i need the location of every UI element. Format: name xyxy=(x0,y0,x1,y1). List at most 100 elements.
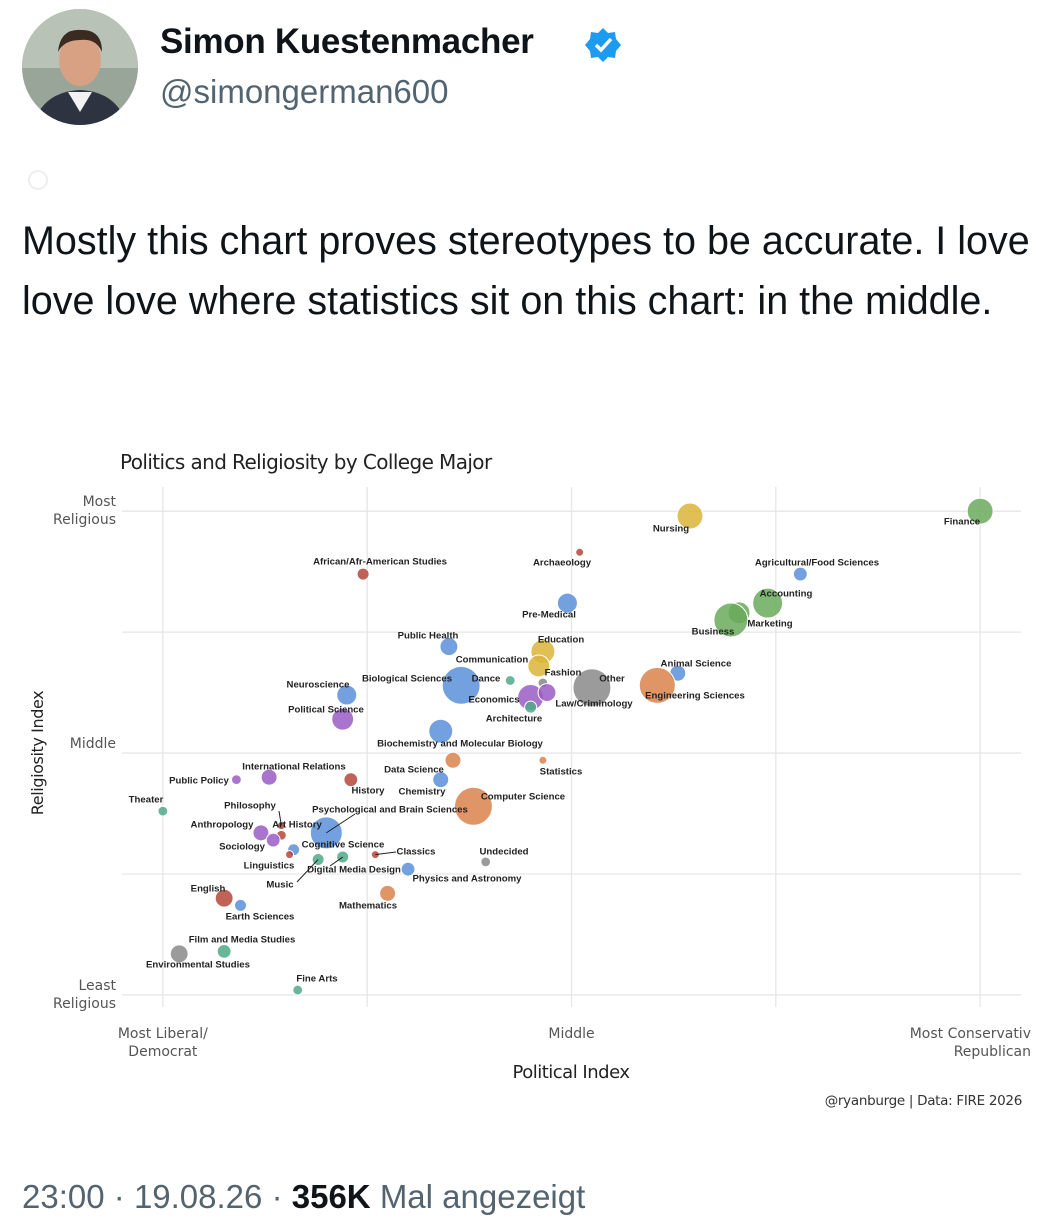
point xyxy=(252,824,270,842)
verified-badge xyxy=(585,28,621,62)
views: 356K xyxy=(291,1178,371,1215)
point-label: Architecture xyxy=(485,713,543,725)
point xyxy=(285,850,295,860)
point-label: Environmental Studies xyxy=(146,959,250,971)
point-label: Public Health xyxy=(397,630,459,642)
point xyxy=(157,805,169,817)
date[interactable]: 19.08.26 xyxy=(133,1178,263,1215)
icon xyxy=(28,170,48,190)
x-axis-title: Political Index xyxy=(512,1062,631,1083)
point xyxy=(400,861,416,877)
point-label: Law/Criminology xyxy=(555,698,633,710)
point xyxy=(527,654,551,678)
point xyxy=(966,497,994,525)
point-label: Public Policy xyxy=(169,775,229,787)
point-label: Economics xyxy=(468,694,520,706)
point xyxy=(638,666,676,704)
point-label: Engineering Sciences xyxy=(645,690,745,702)
point-label: Dance xyxy=(471,673,501,685)
point-label: Finance xyxy=(943,516,981,528)
point xyxy=(453,786,493,826)
y-tick-label: Middle xyxy=(69,736,116,753)
author-name[interactable]: Simon Kuestenmacher xyxy=(160,22,534,61)
point-label: Chemistry xyxy=(398,786,446,798)
point-label: Education xyxy=(537,634,585,646)
point xyxy=(480,856,492,868)
point-label: Earth Sciences xyxy=(225,911,295,923)
separator: · xyxy=(271,1178,283,1215)
point xyxy=(439,637,459,657)
point xyxy=(572,668,612,708)
y-tick-label: Most Religious xyxy=(53,494,116,529)
point xyxy=(265,832,281,848)
point-label: Statistics xyxy=(539,766,583,778)
point xyxy=(713,602,749,638)
point-label: Fashion xyxy=(544,667,582,679)
point xyxy=(343,772,359,788)
point-label: Pre-Medical xyxy=(522,609,576,621)
connector xyxy=(329,856,343,867)
point-label: Fine Arts xyxy=(296,973,338,985)
point-label: Physics and Astronomy xyxy=(412,873,522,885)
point xyxy=(444,751,462,769)
connector xyxy=(326,813,356,834)
tweet-text: Mostly this chart proves stereotypes to … xyxy=(22,219,1030,323)
time[interactable]: 23:00 xyxy=(22,1178,105,1215)
point xyxy=(234,898,248,912)
point-label: Biochemistry and Molecular Biology xyxy=(377,738,543,750)
author-handle[interactable]: @simongerman600 xyxy=(160,73,449,110)
avatar[interactable] xyxy=(20,8,140,130)
point-label: Archaeology xyxy=(532,557,592,569)
point xyxy=(336,684,358,706)
separator: · xyxy=(113,1178,125,1215)
point xyxy=(379,884,397,902)
x-tick-label: Most Liberal/ Democrat xyxy=(117,1026,208,1060)
point-label: Nursing xyxy=(652,523,690,535)
point xyxy=(556,592,578,614)
point-label: Agricultural/Food Sciences xyxy=(754,557,880,569)
x-tick-label: Most Conservativ Republican xyxy=(909,1026,1031,1060)
point-label: Accounting xyxy=(759,588,813,600)
point xyxy=(214,888,234,908)
point-label: Other xyxy=(599,673,625,685)
point xyxy=(356,567,370,581)
point xyxy=(216,943,232,959)
point-label: Music xyxy=(266,879,294,891)
point-label: Undecided xyxy=(479,846,529,858)
point-label: Biological Sciences xyxy=(361,673,453,685)
point-label: International Relations xyxy=(242,761,346,773)
point-label: Mathematics xyxy=(338,900,398,912)
credit: @ryanburge | Data: FIRE 2026 xyxy=(824,1093,1023,1109)
point-label: Digital Media Design xyxy=(307,864,401,876)
point-label: Psychological and Brain Sciences xyxy=(312,804,468,816)
point xyxy=(169,944,189,964)
views-label: Mal angezeigt xyxy=(379,1178,586,1215)
point-label: Art History xyxy=(272,819,322,831)
point-label: Communication xyxy=(455,654,529,666)
point-label: Sociology xyxy=(219,841,265,853)
point-label: Data Science xyxy=(384,764,444,776)
x-tick-label: Middle xyxy=(548,1026,595,1042)
point xyxy=(441,665,481,705)
point xyxy=(575,547,585,557)
point-label: Linguistics xyxy=(243,860,295,872)
point-label: Animal Science xyxy=(660,658,732,670)
point-label: Cognitive Science xyxy=(301,839,385,851)
point xyxy=(260,768,278,786)
point-label: Business xyxy=(691,626,735,638)
tweet-meta: 23:00 · 19.08.26 · 356K Mal angezeigt xyxy=(22,1178,585,1216)
point-label: Computer Science xyxy=(480,791,566,803)
point-label: Film and Media Studies xyxy=(188,934,296,946)
point-label: Philosophy xyxy=(224,800,276,812)
point-label: Classics xyxy=(396,846,436,858)
point-label: Political Science xyxy=(288,704,364,716)
point xyxy=(537,683,557,703)
connector xyxy=(296,859,319,883)
point xyxy=(428,718,454,744)
point xyxy=(504,675,516,686)
point-label: English xyxy=(190,883,226,895)
point-label: Neuroscience xyxy=(286,679,350,691)
point xyxy=(292,984,304,996)
